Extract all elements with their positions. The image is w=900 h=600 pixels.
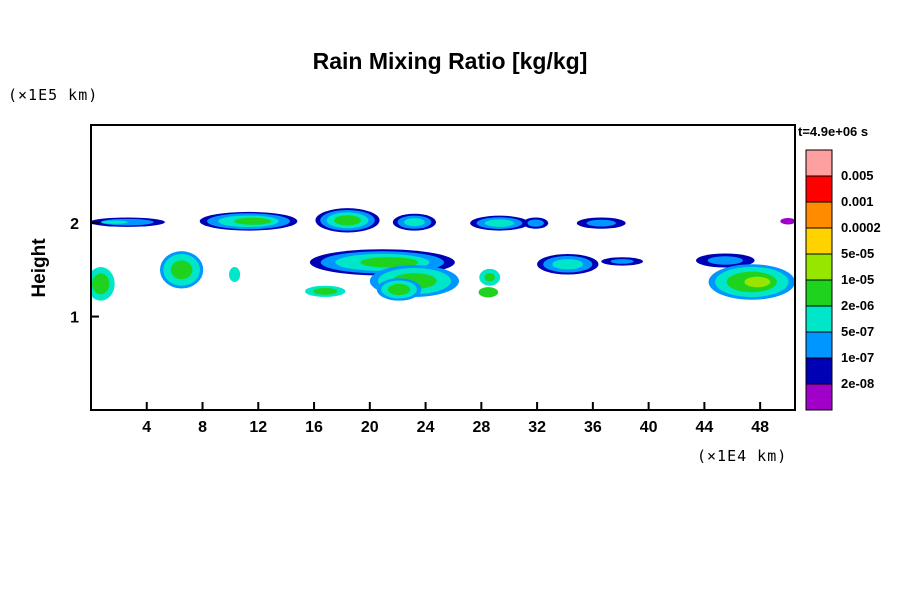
x-tick-label: 32	[528, 419, 546, 436]
x-tick-label: 16	[305, 419, 323, 436]
rain-blob	[601, 257, 644, 266]
rain-blob	[315, 208, 380, 233]
colorbar-label: 2e-08	[841, 376, 874, 391]
x-axis-unit-label: (×1E4 km)	[697, 447, 788, 465]
rain-blob	[160, 251, 204, 289]
x-tick-label: 28	[472, 419, 490, 436]
contour-layer	[334, 215, 361, 226]
colorbar-label: 5e-07	[841, 324, 874, 339]
x-tick-label: 48	[751, 419, 769, 436]
y-tick-label: 1	[70, 310, 79, 327]
colorbar-label: 5e-05	[841, 246, 874, 261]
contour-layer	[552, 259, 584, 270]
rain-blob	[479, 268, 501, 286]
contour-layer	[170, 260, 193, 280]
rain-blob	[696, 253, 755, 268]
contour-layer	[101, 220, 128, 224]
rain-blob	[91, 217, 165, 227]
rain-blob	[304, 285, 346, 297]
rain-blob	[537, 253, 599, 275]
x-tick-label: 36	[584, 419, 602, 436]
rain-blob	[91, 267, 115, 301]
rain-blob	[376, 278, 422, 301]
rain-blob	[576, 217, 626, 229]
contour-layer	[313, 287, 338, 295]
colorbar-box	[805, 201, 833, 229]
rain-blob	[229, 267, 241, 282]
y-tick-label: 2	[70, 216, 79, 233]
colorbar-box	[805, 383, 833, 411]
contour-layer	[92, 273, 110, 295]
rain-blob	[199, 211, 298, 231]
contour-layer	[234, 217, 272, 225]
y-axis-unit-label: (×1E5 km)	[8, 86, 99, 104]
x-tick-label: 24	[417, 419, 435, 436]
contour-layer	[527, 219, 544, 227]
colorbar-label: 1e-05	[841, 272, 874, 287]
colorbar-label: 1e-07	[841, 350, 874, 365]
rain-blob	[478, 287, 499, 298]
contour-layer	[744, 276, 771, 288]
contour-layer	[478, 287, 499, 298]
x-tick-label: 44	[695, 419, 713, 436]
contour-layer	[360, 257, 419, 268]
colorbar-time-label: t=4.9e+06 s	[798, 124, 869, 139]
rain-blob	[470, 215, 529, 231]
contour-layer	[387, 283, 411, 296]
colorbar-box	[805, 279, 833, 307]
contour-layer	[404, 218, 425, 227]
contour-layer	[586, 219, 616, 227]
plot-frame	[90, 124, 796, 411]
colorbar-box	[805, 175, 833, 203]
rain-blob	[392, 213, 437, 231]
contour-layer	[484, 219, 515, 227]
colorbar-label: 2e-06	[841, 298, 874, 313]
y-axis-title: Height	[29, 238, 50, 298]
rain-blob	[523, 217, 549, 229]
colorbar-label: 0.001	[841, 194, 874, 209]
x-tick-label: 20	[361, 419, 379, 436]
x-tick-label: 12	[249, 419, 267, 436]
colorbar-box	[805, 305, 833, 333]
rain-blob	[708, 264, 795, 300]
contour-layer	[707, 256, 743, 265]
contour-field	[91, 208, 795, 301]
colorbar-label: 0.0002	[841, 220, 881, 235]
colorbar-box	[805, 149, 833, 177]
contour-layer	[484, 273, 495, 282]
chart-title: Rain Mixing Ratio [kg/kg]	[312, 48, 588, 74]
contour-layer	[229, 267, 241, 282]
colorbar-box	[805, 331, 833, 359]
x-tick-label: 4	[142, 419, 151, 436]
x-tick-label: 40	[640, 419, 658, 436]
contour-layer	[780, 217, 795, 225]
colorbar-label: 0.005	[841, 168, 874, 183]
colorbar-box	[805, 357, 833, 385]
contour-layer	[610, 259, 634, 264]
colorbar-box	[805, 227, 833, 255]
x-tick-label: 8	[198, 419, 207, 436]
colorbar-box	[805, 253, 833, 281]
rain-blob	[780, 217, 795, 225]
